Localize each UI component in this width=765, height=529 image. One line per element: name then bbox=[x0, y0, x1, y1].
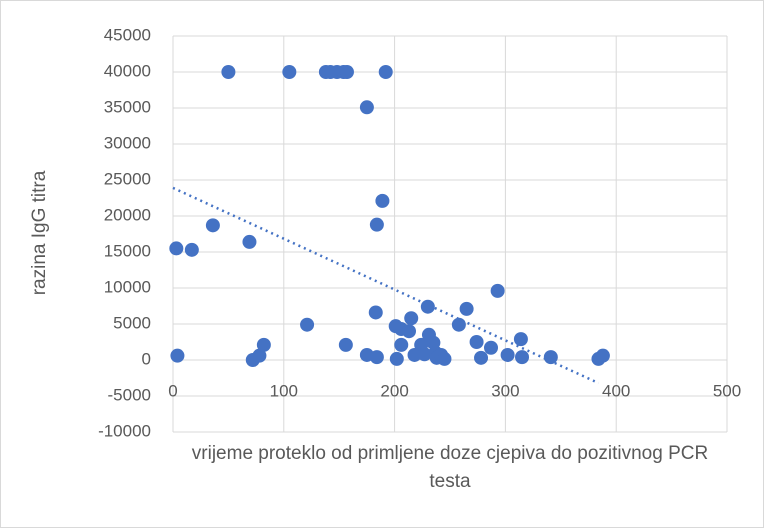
y-tick-label: -5000 bbox=[108, 385, 151, 404]
point bbox=[500, 347, 515, 362]
y-tick-label: 40000 bbox=[104, 61, 151, 80]
point bbox=[389, 351, 404, 366]
x-tick-label: 400 bbox=[602, 381, 630, 400]
point bbox=[515, 350, 530, 365]
point bbox=[483, 340, 498, 355]
point bbox=[378, 65, 393, 79]
point bbox=[242, 234, 257, 249]
point bbox=[300, 317, 315, 332]
x-axis-title: vrijeme proteklo od primljene doze cjepi… bbox=[191, 443, 709, 492]
point bbox=[375, 193, 390, 208]
point bbox=[407, 347, 422, 362]
point bbox=[451, 317, 466, 332]
point bbox=[543, 350, 558, 365]
point bbox=[184, 242, 199, 257]
point bbox=[338, 337, 353, 352]
point bbox=[256, 337, 271, 352]
point bbox=[221, 65, 236, 79]
x-tick-label: 500 bbox=[713, 381, 741, 400]
point bbox=[469, 335, 484, 349]
y-tick-label: 10000 bbox=[104, 277, 151, 296]
point bbox=[417, 347, 432, 362]
point bbox=[170, 348, 185, 363]
point bbox=[595, 348, 610, 363]
point bbox=[252, 348, 267, 363]
point bbox=[459, 301, 474, 316]
trendline bbox=[172, 186, 599, 385]
y-tick-label: -10000 bbox=[98, 421, 151, 440]
point bbox=[368, 305, 383, 320]
point bbox=[513, 332, 528, 347]
point bbox=[169, 241, 184, 256]
y-tick-label: 45000 bbox=[104, 25, 151, 44]
point bbox=[282, 65, 297, 79]
y-tick-label: 25000 bbox=[104, 169, 151, 188]
y-tick-label: 0 bbox=[142, 349, 151, 368]
x-tick-label: 100 bbox=[270, 381, 298, 400]
x-tick-label: 200 bbox=[380, 381, 408, 400]
point bbox=[404, 311, 419, 326]
point bbox=[394, 337, 409, 352]
y-tick-label: 5000 bbox=[113, 313, 151, 332]
point bbox=[205, 218, 220, 233]
y-axis-title: razina IgG titra bbox=[29, 170, 50, 295]
point bbox=[359, 100, 374, 115]
y-tick-label: 15000 bbox=[104, 241, 151, 260]
y-tick-label: 20000 bbox=[104, 205, 151, 224]
point bbox=[437, 351, 452, 366]
point bbox=[474, 350, 489, 365]
point bbox=[369, 217, 384, 232]
x-tick-label: 300 bbox=[491, 381, 519, 400]
x-tick-label: 0 bbox=[168, 381, 177, 400]
y-tick-label: 30000 bbox=[104, 133, 151, 152]
point bbox=[490, 283, 505, 298]
y-tick-label: 35000 bbox=[104, 97, 151, 116]
point bbox=[339, 65, 354, 79]
point bbox=[369, 350, 384, 365]
point bbox=[420, 299, 435, 314]
point bbox=[402, 324, 417, 339]
